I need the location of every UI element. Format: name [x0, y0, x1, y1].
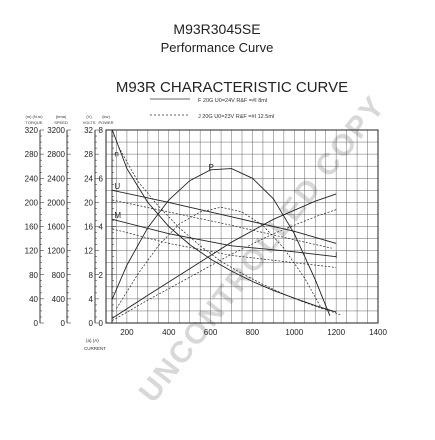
left-tick-label: 2400	[47, 174, 65, 183]
x-tick-label: 800	[246, 328, 260, 337]
left-tick-label: 2800	[47, 150, 65, 159]
x-tick-label: 200	[120, 328, 134, 337]
series-M-solid	[112, 193, 337, 319]
left-tick-label: 12	[84, 247, 93, 256]
series-I-dashed	[112, 228, 337, 268]
right-tick-label: 0	[99, 319, 104, 328]
left-tick-label: 20	[84, 198, 93, 207]
x-axis-unit: (a) (A)	[86, 338, 99, 343]
left-tick-label: 0	[61, 319, 66, 328]
left-tick-label: 800	[52, 271, 66, 280]
left-tick-label: 0	[34, 319, 39, 328]
left-tick-label: 8	[89, 271, 94, 280]
right-tick-label: 4	[99, 223, 104, 232]
legend: F 20G U0=24V R&F =#I 8mI J 20G U0=23V R&F…	[150, 98, 275, 120]
part-number-title: M93R3045SE	[173, 21, 260, 37]
left-tick-label: 16	[84, 223, 93, 232]
left-axis-power: (kw)POWER	[98, 114, 116, 324]
chart-title: M93R CHARACTERISTIC CURVE	[116, 79, 348, 96]
series-label-n: n	[114, 150, 118, 159]
x-tick-label: 1400	[369, 328, 387, 337]
series-I-solid	[112, 218, 337, 258]
series-M-dashed	[112, 209, 337, 321]
left-axis-header: (m) (N.m)	[25, 114, 43, 119]
left-axis-header: (V)	[86, 114, 92, 119]
left-axis-label: VOLTS	[83, 120, 96, 125]
left-tick-label: 200	[25, 198, 39, 207]
left-tick-label: 120	[25, 247, 39, 256]
series-U-solid	[112, 189, 337, 244]
x-axis-label: CURRENT	[84, 346, 106, 351]
right-tick-label: 6	[99, 174, 104, 183]
x-tick-label: 400	[162, 328, 176, 337]
left-tick-label: 1600	[47, 223, 65, 232]
series-P-dashed	[116, 206, 322, 309]
left-tick-label: 240	[25, 174, 39, 183]
series-label-U: U	[114, 182, 120, 191]
left-axis-label: SPEED	[54, 120, 68, 125]
series-labels: n P U M I	[114, 150, 337, 260]
series-label-M: M	[114, 211, 121, 220]
series-P-solid	[111, 168, 331, 316]
x-tick-label: 1200	[327, 328, 345, 337]
x-tick-label: 600	[204, 328, 218, 337]
left-tick-label: 160	[25, 223, 39, 232]
axes: 200 400 600 800 1000 1200 1400(a) (A)CURRENT02…	[25, 114, 388, 351]
series-label-P: P	[209, 163, 214, 172]
left-axis-speed: 0 400 800 1200 1600 2000 2400 2800 3200 (bma)SPEE…	[47, 114, 71, 328]
left-tick-label: 280	[25, 150, 39, 159]
left-axis-header: (kw)	[102, 114, 110, 119]
left-tick-label: 40	[29, 295, 38, 304]
right-tick-label: 8	[99, 126, 104, 135]
left-tick-label: 4	[89, 295, 94, 304]
left-tick-label: 400	[52, 295, 66, 304]
series-layer	[111, 129, 341, 321]
left-tick-label: 0	[89, 319, 94, 328]
legend-entry: F 20G U0=24V R&F =#I 8mI	[198, 98, 268, 104]
left-tick-label: 80	[29, 271, 38, 280]
left-tick-label: 320	[25, 126, 39, 135]
right-tick-label: 2	[99, 271, 104, 280]
performance-subtitle: Performance Curve	[161, 40, 274, 55]
left-axis-header: (bma)	[56, 114, 67, 119]
legend-entry: J 20G U0=23V R&F =#I 12.5mI	[198, 114, 275, 120]
left-tick-label: 3200	[47, 126, 65, 135]
series-n-dashed	[118, 146, 341, 315]
left-axis-label: POWER	[98, 120, 113, 125]
left-tick-label: 32	[84, 126, 93, 135]
left-tick-label: 1200	[47, 247, 65, 256]
left-tick-label: 2000	[47, 198, 65, 207]
x-tick-label: 1000	[285, 328, 303, 337]
left-axis-label: TORQUE	[25, 120, 42, 125]
left-axis-torque: 0 40 80 120 160 200 240 280 320 (m) (N.m)TORQUE	[25, 114, 44, 328]
plot-frame	[105, 129, 379, 324]
series-U-dashed	[112, 199, 333, 249]
left-tick-label: 28	[84, 150, 93, 159]
series-label-I: I	[335, 251, 337, 260]
left-tick-label: 24	[84, 174, 93, 183]
left-axis-volts: 0 4 8 12 16 20 24 28 32 (V)VOLTS	[83, 114, 99, 328]
